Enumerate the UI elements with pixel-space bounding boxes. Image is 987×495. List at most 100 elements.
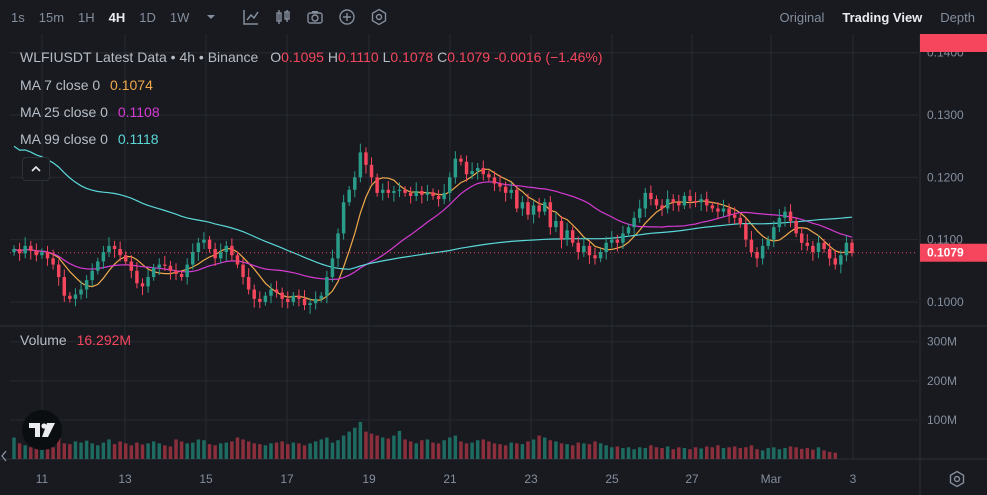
volume-bar (325, 437, 329, 459)
candle-body (347, 189, 351, 203)
candle-body (269, 289, 273, 296)
candle-body (341, 202, 346, 234)
volume-bar (29, 447, 33, 459)
volume-bar (420, 440, 424, 459)
candle-body (124, 255, 128, 262)
volume-bar (191, 442, 195, 459)
ma99-legend[interactable]: MA 99 close 0 0.1118 (20, 131, 159, 147)
view-trading-view[interactable]: Trading View (842, 9, 923, 25)
candle-body (297, 295, 301, 299)
ohlc-high-value: 0.1110 (337, 49, 379, 65)
volume-bar (302, 445, 307, 459)
candle-body (721, 208, 726, 212)
candle-body (442, 192, 446, 200)
volume-bar (665, 446, 670, 459)
volume-bar (621, 448, 625, 459)
volume-bar (34, 446, 39, 459)
dropdown-icon[interactable] (198, 6, 224, 28)
candle-body (475, 167, 480, 172)
candle-body (230, 245, 234, 256)
volume-bar (610, 447, 614, 459)
candle-body (224, 245, 229, 253)
candle-body (665, 199, 670, 209)
indicators-icon[interactable] (238, 6, 264, 28)
time-tick-label: 3 (850, 472, 857, 486)
candle-body (772, 227, 776, 240)
volume-bar (436, 443, 441, 459)
candle-body (218, 252, 223, 259)
timeframe-4h[interactable]: 4H (108, 9, 126, 25)
price-axis: 0.14000.13000.12000.11000.1000300M200M10… (36, 34, 987, 486)
volume-bar (732, 446, 737, 459)
candle-body (688, 196, 692, 202)
ohlc-values: O0.1095 H0.1110 L0.1078 C0.1079 -0.0016 … (270, 49, 602, 65)
view-original[interactable]: Original (779, 9, 825, 25)
timeframe-1w[interactable]: 1W (169, 9, 190, 25)
volume-bar (448, 437, 452, 459)
candle-body (380, 189, 385, 193)
candle-body (481, 167, 486, 175)
price-chart[interactable]: 0.14000.13000.12000.11000.1000300M200M10… (0, 34, 987, 495)
volume-bar (721, 448, 726, 459)
screenshot-icon[interactable] (302, 6, 328, 28)
volume-bar (364, 431, 368, 459)
candle-body (799, 233, 804, 243)
volume-bar (163, 445, 167, 459)
volume-bar (755, 449, 759, 459)
time-tick-label: 13 (118, 472, 132, 486)
timeframe-1h[interactable]: 1H (78, 9, 95, 25)
volume-bar (598, 443, 603, 459)
candle-body (196, 242, 201, 253)
volume-bars (12, 421, 837, 459)
timeframe-15m[interactable]: 15m (38, 9, 65, 25)
ma7-legend[interactable]: MA 7 close 0 0.1074 (20, 77, 153, 93)
candle-body (40, 252, 44, 256)
time-tick-label: 11 (36, 472, 49, 486)
candle-body (548, 202, 553, 228)
candle-body (174, 270, 178, 274)
ma25-legend[interactable]: MA 25 close 0 0.1108 (20, 104, 160, 120)
time-tick-label: 27 (685, 472, 699, 486)
candle-body (794, 220, 798, 234)
toolbar: 1s 15m 1H 4H 1D 1W Original Trading View… (0, 0, 987, 34)
time-tick-label: 25 (605, 472, 619, 486)
candle-body (79, 289, 83, 295)
candle-type-icon[interactable] (270, 6, 296, 28)
timeframe-1d[interactable]: 1D (139, 9, 156, 25)
view-switcher: Original Trading View Depth (762, 0, 975, 34)
tradingview-logo-icon[interactable] (22, 410, 62, 450)
chart-settings-gear-icon[interactable] (947, 469, 967, 489)
candle-body (263, 295, 268, 302)
volume-bar (632, 449, 636, 459)
view-depth[interactable]: Depth (940, 9, 975, 25)
volume-bar (224, 442, 229, 459)
volume-bar (744, 447, 748, 459)
candle-body (118, 248, 122, 256)
settings-gear-icon[interactable] (366, 6, 392, 28)
scroll-left-icon[interactable] (0, 450, 8, 462)
volume-bar (576, 442, 580, 459)
add-icon[interactable] (334, 6, 360, 28)
volume-bar (168, 446, 173, 459)
candle-body (358, 152, 363, 178)
volume-bar (286, 444, 290, 459)
candle-body (509, 189, 513, 193)
volume-bar (738, 448, 742, 459)
volume-bar (548, 440, 553, 459)
candle-body (235, 255, 240, 265)
ohlc-open-value: 0.1095 (281, 49, 324, 65)
volume-tick-label: 300M (927, 335, 957, 349)
candle-body (286, 298, 290, 302)
volume-bar (408, 441, 413, 459)
candle-body (811, 245, 815, 253)
candle-body (436, 196, 441, 200)
candle-body (56, 264, 61, 278)
candle-body (425, 192, 430, 195)
candle-body (291, 295, 296, 302)
timeframe-1s[interactable]: 1s (11, 9, 25, 25)
volume-bar (319, 439, 323, 459)
candle-body (414, 191, 418, 197)
candle-body (319, 295, 323, 299)
collapse-legend-button[interactable] (22, 157, 50, 181)
candle-body (302, 298, 307, 306)
